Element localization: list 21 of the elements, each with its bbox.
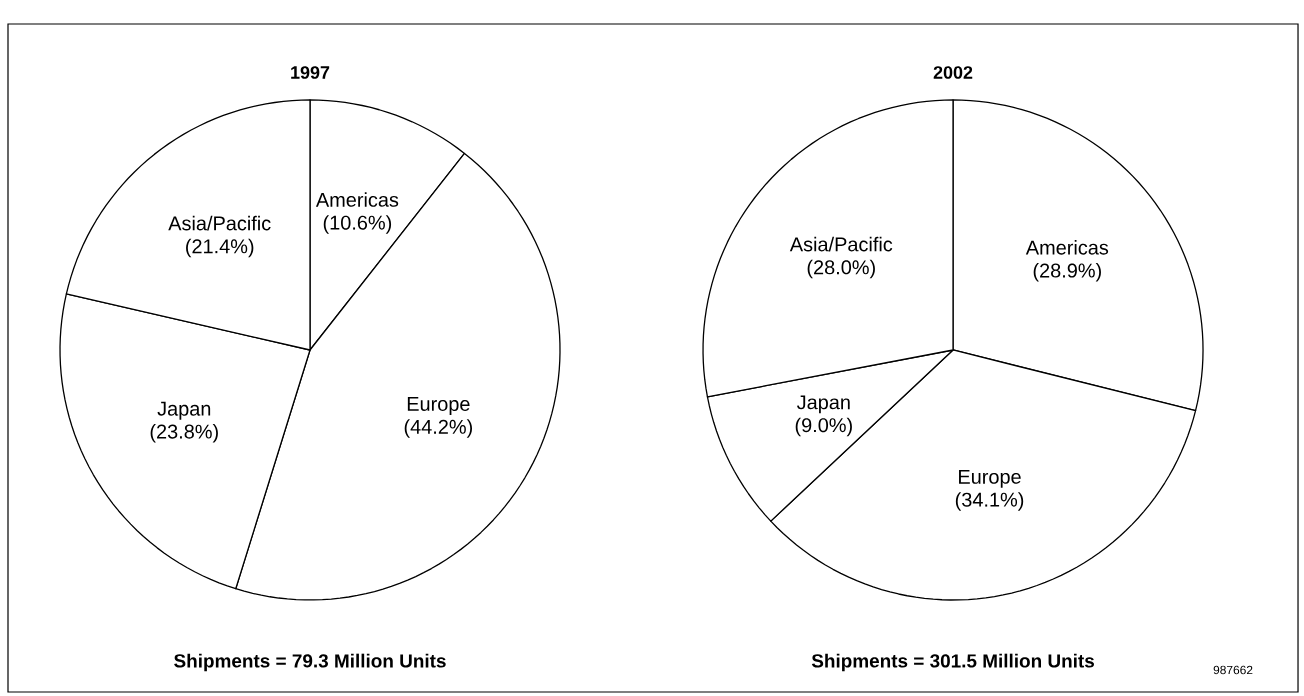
chart-title: 2002 bbox=[933, 66, 973, 79]
data-label: (28.0%) bbox=[807, 259, 875, 279]
slice-label: Europe bbox=[407, 397, 470, 415]
data-label: (9.0%) bbox=[795, 417, 852, 437]
slice-label: Europe bbox=[959, 469, 1021, 488]
text: Shipments = 79.3 Million Units bbox=[174, 653, 446, 672]
text: 987662 bbox=[1213, 665, 1253, 675]
data-label: (44.2%) bbox=[404, 419, 473, 438]
data-label: (23.8%) bbox=[150, 424, 218, 443]
chart-title: 1997 bbox=[291, 66, 330, 79]
slice-label: Americas bbox=[315, 192, 399, 207]
slice-label: Japan bbox=[796, 395, 850, 414]
data-label: (28.9%) bbox=[1033, 262, 1101, 282]
data-label: (10.6%) bbox=[323, 215, 392, 234]
slice-label: Japan bbox=[157, 401, 211, 420]
text: Shipments = 301.5 Million Units bbox=[811, 653, 1094, 672]
slice-label: Americas bbox=[1025, 240, 1109, 255]
data-label: (21.4%) bbox=[186, 238, 254, 258]
data-label: (34.1%) bbox=[955, 492, 1024, 511]
slice-label: Asia/Pacific bbox=[789, 236, 893, 252]
slice-label: Asia/Pacific bbox=[168, 215, 271, 231]
